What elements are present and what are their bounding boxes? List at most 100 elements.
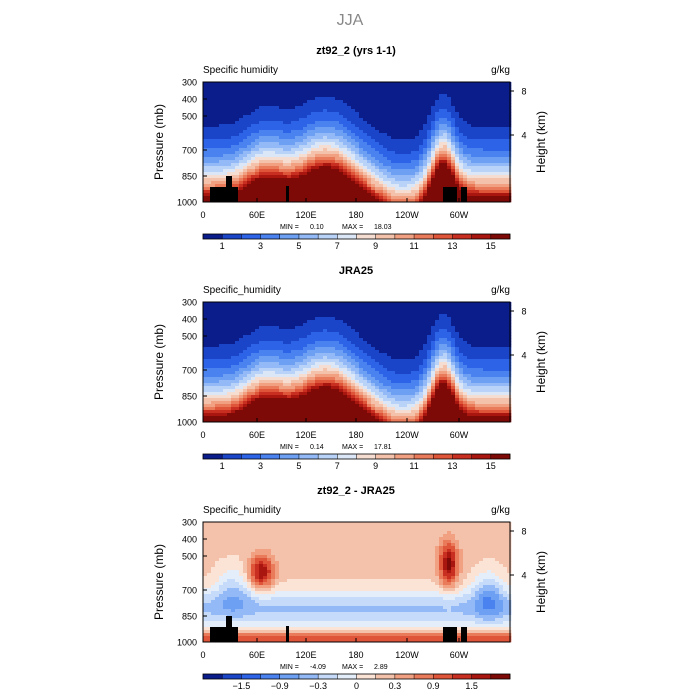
field-cell	[335, 106, 340, 110]
field-cell	[427, 302, 432, 306]
field-cell	[419, 341, 424, 345]
field-cell	[223, 305, 228, 309]
field-cell	[267, 127, 272, 131]
field-cell	[283, 130, 288, 134]
field-cell	[215, 103, 220, 107]
field-cell	[415, 91, 420, 95]
field-cell	[227, 317, 232, 321]
field-cell	[211, 311, 216, 315]
field-cell	[431, 100, 436, 104]
field-cell	[299, 338, 304, 342]
field-cell	[279, 148, 284, 152]
field-cell	[491, 127, 496, 131]
field-cell	[423, 314, 428, 318]
field-cell	[239, 121, 244, 125]
field-cell	[343, 175, 348, 179]
field-cell	[243, 308, 248, 312]
field-cell	[311, 329, 316, 333]
field-cell	[271, 127, 276, 131]
field-cell	[395, 133, 400, 137]
field-cell	[295, 320, 300, 324]
field-cell	[307, 350, 312, 354]
field-cell	[451, 359, 456, 363]
field-cell	[331, 133, 336, 137]
field-cell	[331, 124, 336, 128]
field-cell	[235, 115, 240, 119]
field-cell	[415, 184, 420, 188]
field-cell	[479, 115, 484, 119]
field-cell	[287, 320, 292, 324]
field-cell	[219, 154, 224, 158]
field-cell	[387, 136, 392, 140]
field-cell	[375, 190, 380, 194]
field-cell	[239, 166, 244, 170]
field-cell	[303, 112, 308, 116]
field-cell	[387, 97, 392, 101]
field-cell	[279, 94, 284, 98]
field-cell	[455, 190, 460, 194]
field-cell	[475, 317, 480, 321]
field-cell	[339, 190, 344, 194]
field-cell	[467, 356, 472, 360]
field-cell	[231, 148, 236, 152]
field-cell	[227, 314, 232, 318]
field-cell	[307, 163, 312, 167]
field-cell	[227, 112, 232, 116]
field-cell	[307, 85, 312, 89]
field-cell	[491, 109, 496, 113]
field-cell	[283, 151, 288, 155]
field-cell	[251, 100, 256, 104]
field-cell	[427, 133, 432, 137]
field-cell	[275, 365, 280, 369]
field-cell	[339, 139, 344, 143]
field-cell	[431, 148, 436, 152]
field-cell	[455, 163, 460, 167]
field-cell	[395, 344, 400, 348]
field-cell	[451, 133, 456, 137]
field-cell	[507, 305, 512, 309]
field-cell	[407, 139, 412, 143]
field-cell	[291, 166, 296, 170]
field-cell	[359, 187, 364, 191]
field-cell	[459, 362, 464, 366]
field-cell	[219, 308, 224, 312]
field-cell	[283, 199, 288, 203]
field-cell	[311, 302, 316, 306]
field-cell	[411, 359, 416, 363]
field-cell	[395, 175, 400, 179]
field-cell	[291, 329, 296, 333]
field-cell	[491, 359, 496, 363]
field-cell	[423, 169, 428, 173]
field-cell	[359, 139, 364, 143]
field-cell	[503, 326, 508, 330]
field-cell	[259, 136, 264, 140]
field-cell	[359, 85, 364, 89]
field-cell	[347, 124, 352, 128]
field-cell	[327, 335, 332, 339]
field-cell	[443, 100, 448, 104]
field-cell	[211, 133, 216, 137]
field-cell	[471, 356, 476, 360]
field-cell	[351, 347, 356, 351]
field-cell	[247, 100, 252, 104]
field-cell	[291, 365, 296, 369]
field-cell	[355, 353, 360, 357]
field-cell	[247, 97, 252, 101]
field-cell	[379, 133, 384, 137]
field-cell	[311, 136, 316, 140]
field-cell	[259, 181, 264, 185]
field-cell	[427, 118, 432, 122]
field-cell	[263, 323, 268, 327]
field-cell	[387, 94, 392, 98]
field-cell	[343, 157, 348, 161]
field-cell	[327, 172, 332, 176]
field-cell	[287, 106, 292, 110]
field-cell	[271, 341, 276, 345]
field-cell	[331, 130, 336, 134]
field-cell	[307, 172, 312, 176]
field-cell	[459, 184, 464, 188]
field-cell	[367, 356, 372, 360]
field-cell	[363, 190, 368, 194]
field-cell	[359, 335, 364, 339]
field-cell	[319, 187, 324, 191]
